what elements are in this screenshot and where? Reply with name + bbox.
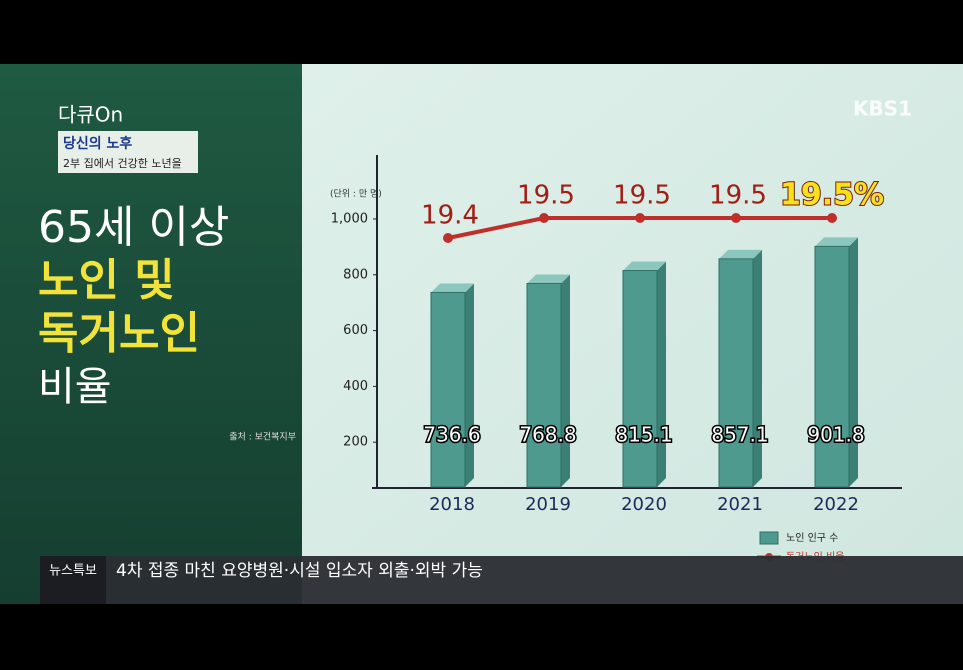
- bar-side: [849, 237, 858, 487]
- line-value-label: 19.4: [421, 201, 479, 231]
- bar: [622, 270, 658, 488]
- x-tick-label: 2019: [525, 494, 571, 515]
- bar-top: [527, 274, 570, 284]
- ticker-bar: [40, 556, 963, 604]
- bar-top: [431, 283, 474, 293]
- y-tick-label: 1,000: [331, 211, 368, 226]
- line-value-label: 19.5: [517, 181, 575, 211]
- logo: 다큐On: [58, 103, 123, 127]
- ticker-tag-box: [40, 556, 106, 604]
- line-point: [443, 233, 453, 243]
- y-tick-label: 800: [343, 267, 368, 282]
- line-point: [539, 213, 549, 223]
- line-point: [827, 213, 837, 223]
- source: 출처 : 보건복지부: [229, 431, 296, 443]
- bar-value-label: 736.6: [423, 423, 480, 447]
- line-value-label: 19.5%: [780, 178, 884, 213]
- headline: 비율: [38, 364, 112, 410]
- bar-top: [623, 261, 666, 271]
- ticker-tag: 뉴스특보: [49, 564, 97, 579]
- line-point: [635, 213, 645, 223]
- x-tick-label: 2018: [429, 494, 475, 515]
- x-tick-label: 2021: [717, 494, 763, 515]
- bar: [430, 291, 466, 488]
- headline: 노인 및: [38, 255, 175, 306]
- legend-swatch: [759, 531, 779, 545]
- episode: 2부 집에서 건강한 노년을: [63, 157, 182, 170]
- y-tick-label: 400: [343, 379, 368, 394]
- legend-label: 노인 인구 수: [786, 532, 838, 544]
- x-tick-label: 2020: [621, 494, 667, 515]
- bar-value-label: 901.8: [807, 423, 864, 447]
- program: 당신의 노후: [63, 135, 132, 152]
- line-value-label: 19.5: [613, 181, 671, 211]
- headline: 65세 이상: [38, 202, 229, 253]
- program-box: [58, 131, 198, 173]
- y-tick-label: 600: [343, 323, 368, 338]
- bar: [718, 258, 754, 488]
- bar: [814, 245, 850, 488]
- unit-label: (단위 : 만 명): [330, 189, 382, 200]
- line-point: [731, 213, 741, 223]
- bar-side: [561, 274, 570, 487]
- line-value-label: 19.5: [709, 181, 767, 211]
- ticker: 4차 접종 마친 요양병원·시설 입소자 외출·외박 가능: [116, 561, 483, 581]
- x-tick-label: 2022: [813, 494, 859, 515]
- bar-value-label: 815.1: [615, 423, 672, 447]
- bar-side: [753, 249, 762, 487]
- bar-side: [465, 283, 474, 487]
- channel: KBS1: [853, 97, 912, 121]
- plot: 200 400 600 800 1,000 736.6 2018 768.8 2019 815.1…: [331, 177, 885, 564]
- bar: [526, 282, 562, 488]
- y-tick-label: 200: [343, 435, 368, 450]
- bar-top: [719, 249, 762, 259]
- headline: 독거노인: [38, 308, 200, 359]
- bar-value-label: 857.1: [711, 423, 768, 447]
- bar-side: [657, 261, 666, 487]
- bar-value-label: 768.8: [519, 423, 576, 447]
- bar-top: [815, 237, 858, 247]
